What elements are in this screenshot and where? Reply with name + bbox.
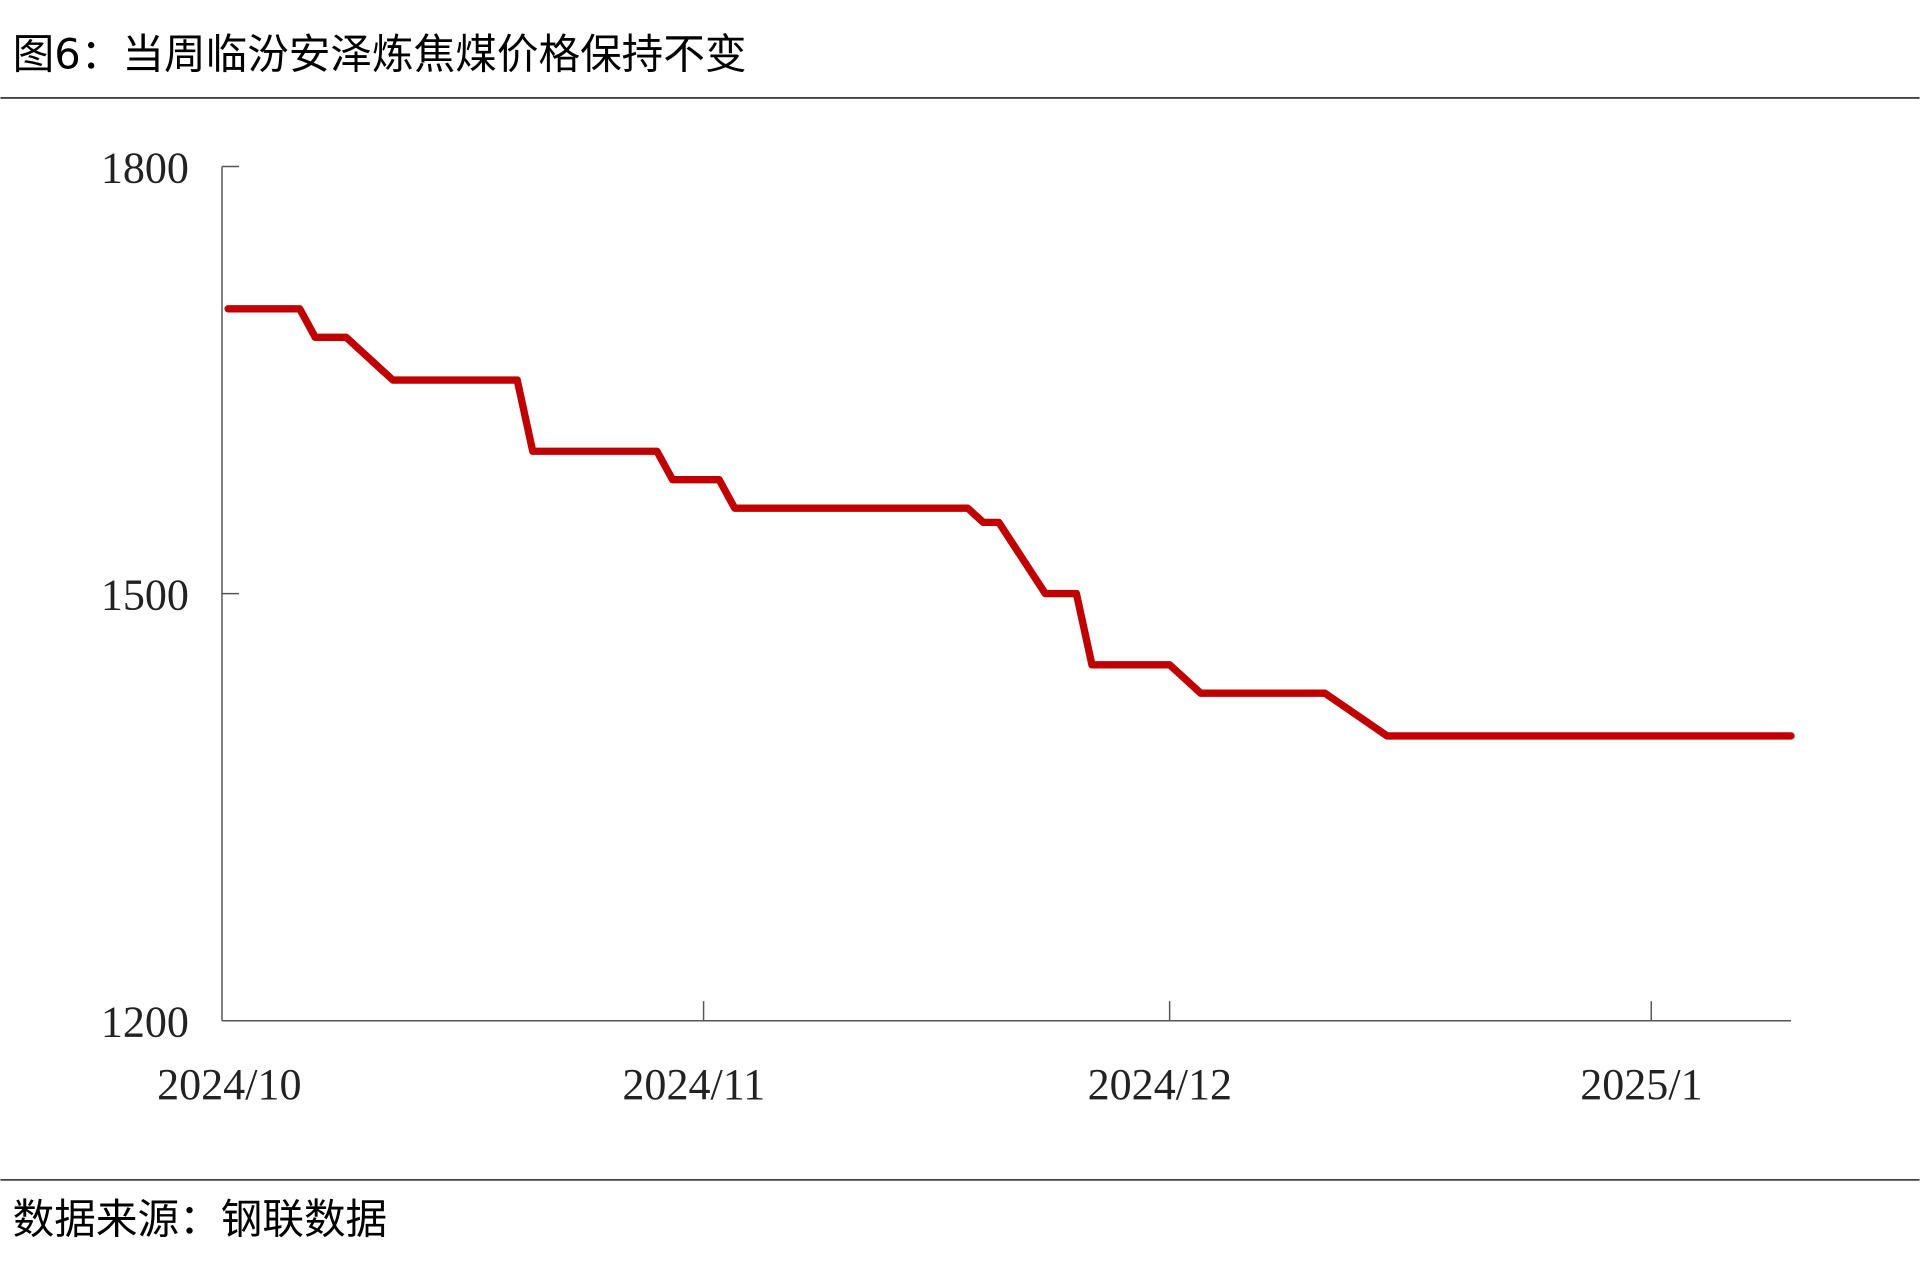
y-tick-labels: 1800 1500 1200: [101, 143, 189, 1046]
y-tick-label: 1500: [101, 571, 189, 620]
axes: [221, 165, 1792, 1022]
source-note: 数据来源：钢联数据: [13, 1195, 387, 1244]
x-tick-labels: 2024/10 2024/11 2024/12 2025/1: [157, 1060, 1702, 1109]
x-tick-label: 2024/10: [157, 1060, 301, 1109]
y-tick-label: 1800: [101, 143, 189, 192]
y-tick-label: 1200: [101, 998, 189, 1047]
price-line: [224, 305, 1795, 740]
x-tick-label: 2024/12: [1088, 1060, 1232, 1109]
x-tick-label: 2025/1: [1580, 1060, 1702, 1109]
x-tick-label: 2024/11: [622, 1060, 765, 1109]
chart-title: 图6：当周临汾安泽炼焦煤价格保持不变: [13, 30, 747, 79]
